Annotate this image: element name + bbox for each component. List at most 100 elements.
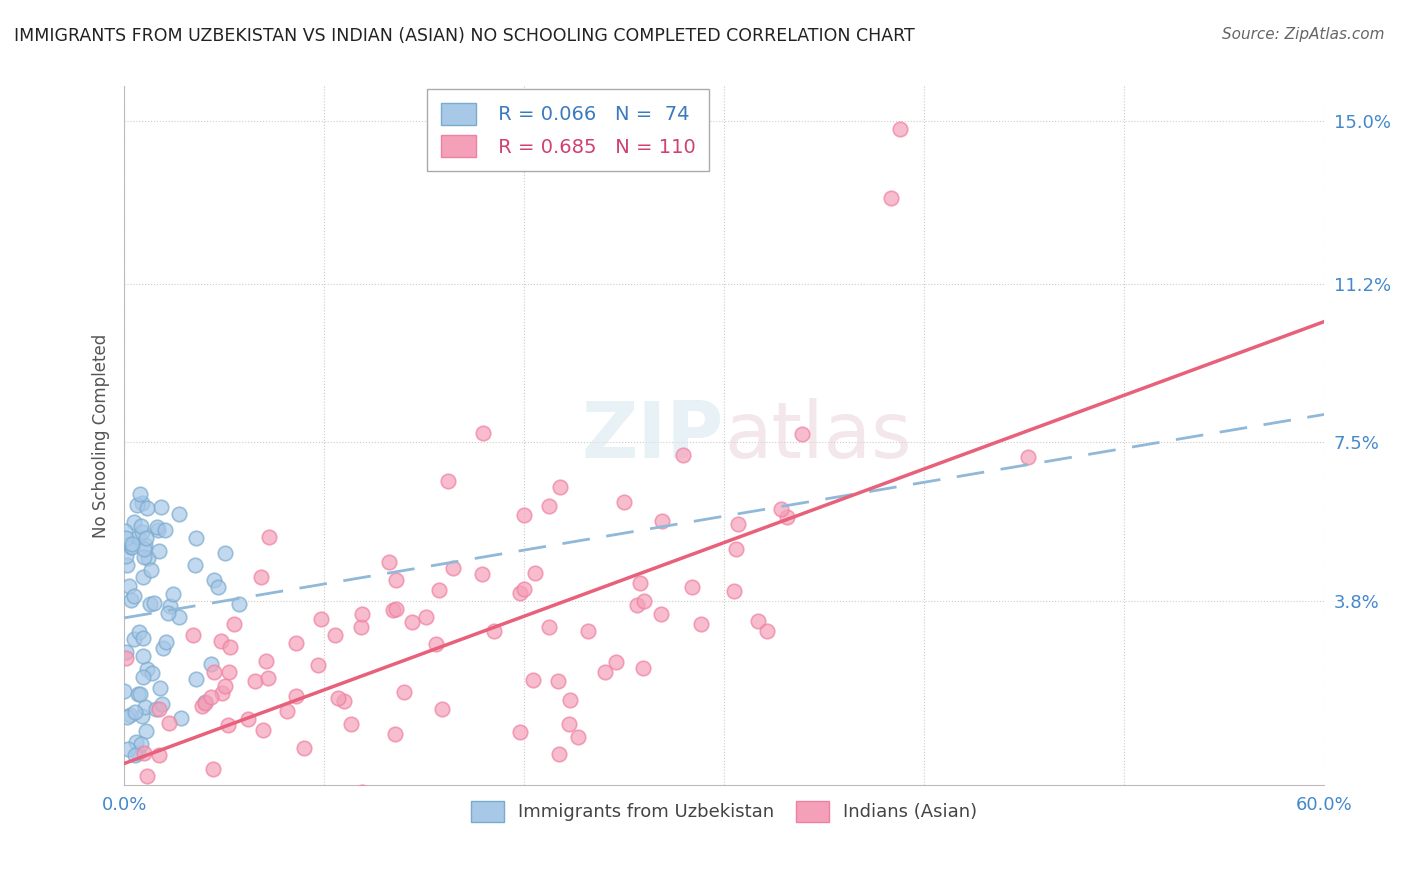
Point (132, 746, 155, 760)
Point (169, 507, 191, 521)
Point (112, 684, 135, 698)
Point (134, 699, 156, 714)
Point (145, 702, 167, 716)
Point (141, 563, 163, 577)
Point (222, 617, 245, 632)
Point (236, 800, 259, 814)
Point (157, 606, 180, 620)
Point (200, 690, 222, 705)
Point (382, 603, 405, 617)
Point (558, 693, 581, 707)
Point (512, 508, 534, 523)
Point (238, 712, 260, 726)
Point (138, 597, 160, 611)
Point (613, 494, 636, 508)
Point (567, 731, 589, 745)
Point (576, 624, 599, 639)
Point (633, 594, 655, 608)
Point (790, 427, 813, 442)
Point (377, 555, 399, 569)
Point (329, 792, 352, 806)
Point (471, 566, 494, 581)
Point (245, 674, 267, 689)
Point (325, 628, 347, 642)
Point (384, 726, 406, 740)
Point (141, 665, 163, 680)
Point (547, 747, 569, 761)
Point (254, 654, 277, 668)
Point (217, 718, 239, 732)
Point (513, 797, 536, 811)
Point (115, 558, 138, 573)
Point (193, 694, 215, 708)
Point (127, 530, 149, 544)
Point (593, 665, 616, 679)
Point (724, 542, 747, 557)
Point (124, 705, 146, 719)
Point (1017, 450, 1039, 464)
Point (146, 519, 169, 533)
Point (250, 570, 273, 584)
Point (211, 686, 233, 700)
Point (437, 474, 460, 488)
Point (162, 800, 184, 814)
Point (121, 540, 143, 554)
Text: atlas: atlas (724, 398, 911, 474)
Point (482, 624, 505, 639)
Point (523, 566, 546, 580)
Point (149, 681, 172, 696)
Point (228, 597, 250, 611)
Point (756, 624, 779, 638)
Point (384, 601, 406, 615)
Point (129, 518, 152, 533)
Point (186, 672, 208, 686)
Point (425, 637, 447, 651)
Point (202, 573, 225, 587)
Point (134, 538, 156, 552)
Point (120, 593, 142, 607)
Point (124, 735, 146, 749)
Point (443, 561, 465, 575)
Point (723, 583, 745, 598)
Point (155, 800, 177, 814)
Point (430, 702, 453, 716)
Point (747, 614, 769, 628)
Point (727, 516, 749, 531)
Point (141, 800, 163, 814)
Point (285, 689, 308, 703)
Point (131, 570, 153, 584)
Text: Source: ZipAtlas.com: Source: ZipAtlas.com (1222, 27, 1385, 42)
Point (148, 543, 170, 558)
Point (633, 660, 655, 674)
Point (339, 717, 361, 731)
Point (135, 769, 157, 783)
Point (136, 662, 159, 676)
Point (219, 640, 242, 654)
Point (214, 679, 236, 693)
Point (309, 612, 332, 626)
Point (509, 586, 531, 600)
Point (408, 800, 430, 814)
Point (285, 636, 308, 650)
Point (181, 628, 204, 642)
Point (162, 587, 184, 601)
Point (155, 635, 177, 649)
Point (186, 531, 208, 545)
Point (121, 537, 143, 551)
Point (628, 576, 651, 591)
Point (889, 122, 911, 136)
Point (153, 523, 176, 537)
Point (120, 540, 142, 554)
Point (672, 448, 695, 462)
Point (115, 651, 138, 665)
Point (402, 800, 425, 814)
Point (626, 599, 648, 613)
Point (156, 800, 179, 814)
Point (187, 797, 209, 812)
Point (273, 800, 295, 814)
Point (135, 724, 157, 739)
Point (547, 673, 569, 688)
Point (184, 558, 207, 573)
Text: ZIP: ZIP (582, 398, 724, 474)
Point (307, 658, 329, 673)
